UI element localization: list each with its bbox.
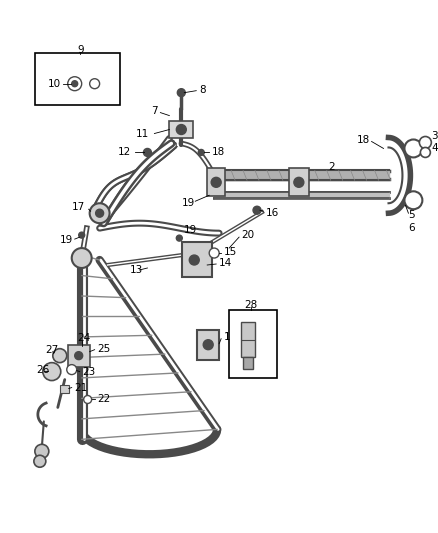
Text: 22: 22 xyxy=(98,394,111,405)
Bar xyxy=(68,345,90,367)
Text: 28: 28 xyxy=(244,300,258,310)
Text: 19: 19 xyxy=(182,198,195,208)
Text: 19: 19 xyxy=(60,235,73,245)
Text: 5: 5 xyxy=(408,210,415,220)
Text: 1: 1 xyxy=(224,332,231,342)
Circle shape xyxy=(34,455,46,467)
Bar xyxy=(229,310,277,377)
Circle shape xyxy=(90,79,99,88)
Bar xyxy=(243,357,253,369)
Circle shape xyxy=(404,191,422,209)
Text: 10: 10 xyxy=(48,79,61,88)
Circle shape xyxy=(53,349,67,362)
Text: 8: 8 xyxy=(199,85,206,95)
Bar xyxy=(197,330,219,360)
Text: 26: 26 xyxy=(36,365,49,375)
Text: 9: 9 xyxy=(78,45,85,55)
Circle shape xyxy=(79,232,85,238)
Text: 7: 7 xyxy=(152,106,158,116)
Circle shape xyxy=(95,209,104,217)
Text: 2: 2 xyxy=(329,163,336,172)
Circle shape xyxy=(203,340,213,350)
Circle shape xyxy=(90,203,110,223)
Text: 13: 13 xyxy=(130,265,143,275)
Text: 17: 17 xyxy=(72,202,85,212)
Circle shape xyxy=(72,248,92,268)
Text: 25: 25 xyxy=(98,344,111,354)
Text: 19: 19 xyxy=(184,225,198,235)
Circle shape xyxy=(177,125,186,134)
Circle shape xyxy=(177,235,182,241)
Circle shape xyxy=(294,177,304,187)
Circle shape xyxy=(211,177,221,187)
Text: 24: 24 xyxy=(78,333,91,343)
Text: 23: 23 xyxy=(83,367,96,377)
Text: 21: 21 xyxy=(75,383,88,392)
Text: 15: 15 xyxy=(224,247,237,257)
Circle shape xyxy=(420,136,431,149)
Bar xyxy=(241,322,255,357)
Text: 18: 18 xyxy=(212,148,226,157)
Circle shape xyxy=(43,362,61,381)
Bar xyxy=(182,242,212,277)
Bar xyxy=(170,120,193,139)
Circle shape xyxy=(35,445,49,458)
Text: 11: 11 xyxy=(135,128,149,139)
Text: 27: 27 xyxy=(45,345,58,354)
Text: 3: 3 xyxy=(431,131,438,141)
Text: 14: 14 xyxy=(219,258,233,268)
Circle shape xyxy=(209,248,219,258)
Circle shape xyxy=(68,77,81,91)
Circle shape xyxy=(404,140,422,157)
Bar xyxy=(35,53,120,104)
Text: 6: 6 xyxy=(408,223,415,233)
Circle shape xyxy=(198,149,204,156)
Text: 20: 20 xyxy=(241,230,254,240)
Circle shape xyxy=(420,148,431,157)
Circle shape xyxy=(75,352,83,360)
Bar xyxy=(60,384,69,392)
Text: 18: 18 xyxy=(357,135,370,146)
Circle shape xyxy=(67,365,77,375)
Circle shape xyxy=(72,80,78,87)
Bar xyxy=(207,168,225,196)
Circle shape xyxy=(253,206,261,214)
Text: 12: 12 xyxy=(117,148,131,157)
Circle shape xyxy=(84,395,92,403)
Circle shape xyxy=(177,88,185,96)
Bar xyxy=(289,168,309,196)
Text: 4: 4 xyxy=(431,143,438,154)
Circle shape xyxy=(189,255,199,265)
Circle shape xyxy=(144,149,152,156)
Text: 16: 16 xyxy=(266,208,279,218)
